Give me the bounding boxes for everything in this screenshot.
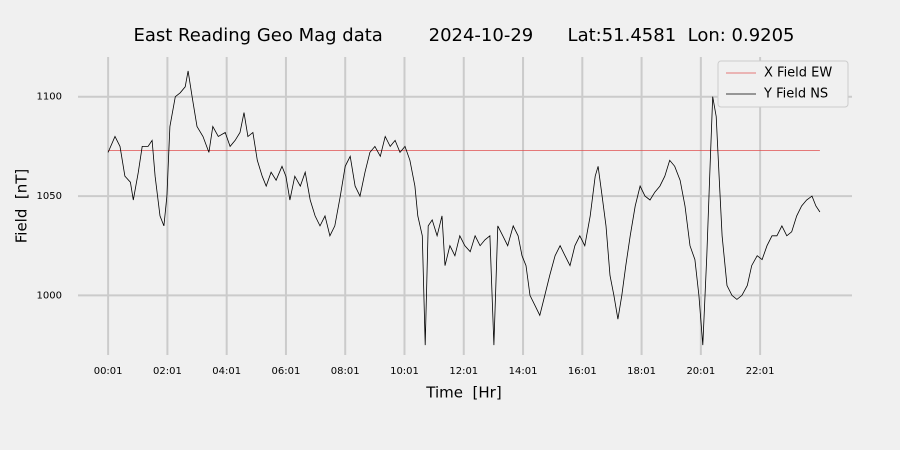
x-tick-label: 08:01 [331,366,360,377]
x-tick-label: 14:01 [509,366,538,377]
y-tick-label: 1050 [37,191,62,202]
x-tick-label: 04:01 [212,366,241,377]
y-axis-label: Field [nT] [13,169,31,244]
x-tick-label: 02:01 [153,366,182,377]
x-tick-label: 00:01 [94,366,123,377]
x-tick-label: 12:01 [449,366,478,377]
x-tick-label: 10:01 [390,366,419,377]
y-tick-label: 1000 [37,290,62,301]
legend-label: Y Field NS [763,87,828,102]
legend-box [717,60,849,108]
x-tick-label: 06:01 [272,366,301,377]
legend-label: X Field EW [764,66,832,81]
x-axis-label: Time [Hr] [425,384,501,402]
x-tick-label: 22:01 [746,366,775,377]
chart-title: East Reading Geo Mag data 2024-10-29 Lat… [133,25,794,46]
y-tick-label: 1100 [37,92,62,103]
x-tick-label: 18:01 [627,366,656,377]
x-tick-label: 16:01 [568,366,597,377]
data-line [107,70,821,346]
x-tick-label: 20:01 [686,366,715,377]
